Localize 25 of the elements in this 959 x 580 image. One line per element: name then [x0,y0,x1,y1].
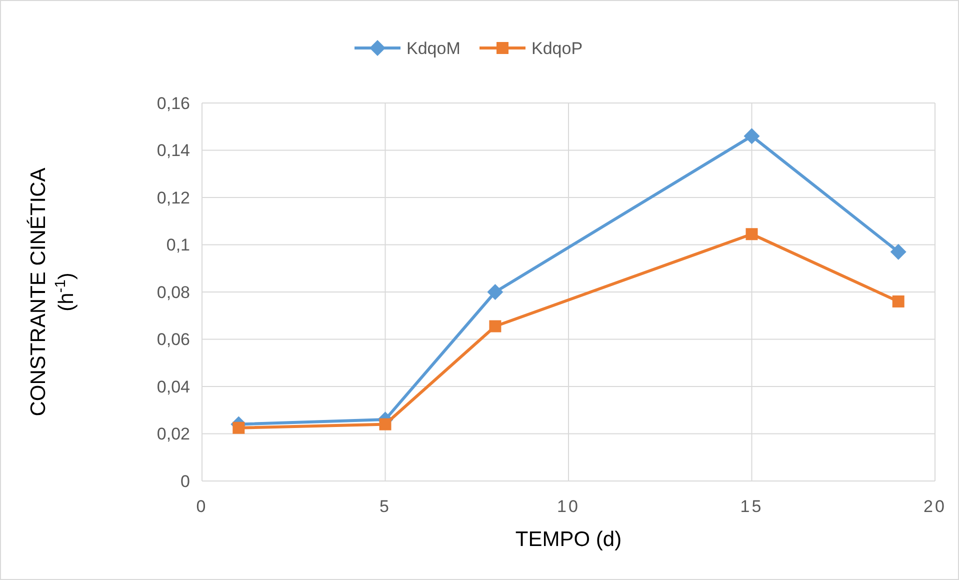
legend-label: KdqoP [532,38,583,58]
point [489,320,502,332]
y-tick-label: 0,02 [156,424,190,444]
point [744,128,760,144]
y-tick-label: 0,16 [156,94,190,113]
point [890,244,906,260]
point [892,295,904,308]
point [487,284,504,300]
y-tick-label: 0,1 [166,236,190,255]
point [232,422,245,434]
x-tick-label: 15 [740,497,764,516]
y-tick-label: 0 [180,472,190,491]
x-tick-label: 5 [380,497,391,516]
y-tick-label: 0,04 [156,377,190,396]
x-axis-title: TEMPO (d) [515,528,622,551]
y-tick-label: 0,06 [156,330,190,350]
y-tick-label: 0,12 [156,188,190,208]
y-tick-label: 0,08 [156,282,190,302]
x-tick-label: 20 [924,497,946,516]
x-tick-label: 10 [557,497,580,516]
point [379,418,392,430]
y-tick-label: 0,14 [156,141,190,160]
point [746,228,758,240]
legend-label: KdqoM [406,38,460,58]
x-tick-label: 0 [196,497,208,516]
